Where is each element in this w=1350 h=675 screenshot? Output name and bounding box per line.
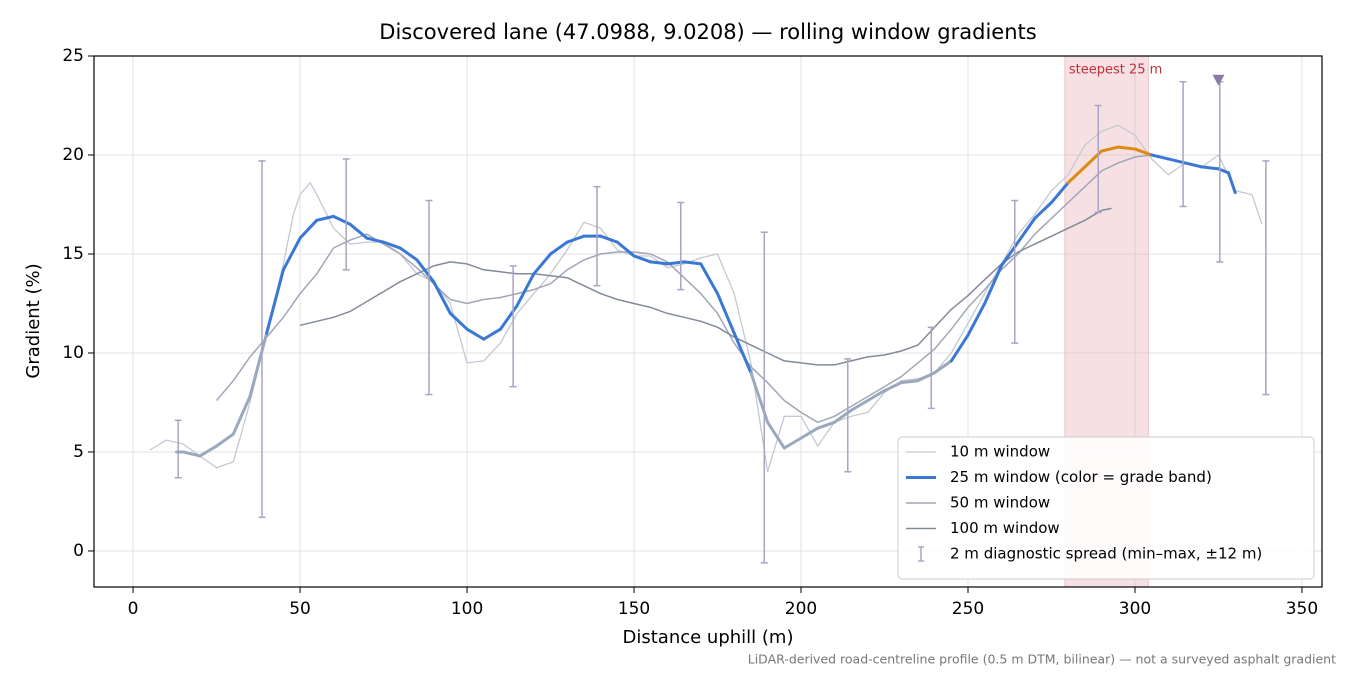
line-segment [816,420,836,430]
legend-label: 25 m window (color = grade band) [950,468,1212,486]
line-segment [1133,147,1154,157]
chart-title: Discovered lane (47.0988, 9.0208) — roll… [379,20,1036,44]
line-segment [1226,171,1237,195]
line-segment [649,260,669,266]
y-tick-label: 5 [73,442,84,462]
legend-box [897,436,1315,580]
line-segment [599,234,619,244]
legend-label: 10 m window [950,443,1050,461]
line-segment [682,260,703,266]
line-segment [565,234,586,244]
line-segment [365,236,386,244]
line-segment [415,258,436,284]
legend-label: 50 m window [950,494,1050,512]
line-segment [248,331,269,399]
line-segment [949,333,970,363]
line-segment [448,311,469,331]
legend: 10 m window 25 m window (color = grade ba… [897,436,1315,580]
line-segment [549,240,569,256]
line-segment [215,432,235,448]
x-tick-label: 50 [289,599,311,619]
x-tick-label: 100 [451,599,483,619]
x-tick-label: 350 [1286,599,1318,619]
y-tick-label: 25 [62,46,84,66]
footnote: LiDAR-derived road-centreline profile (0… [748,652,1336,667]
y-tick-label: 15 [62,244,84,264]
line-segment [1049,181,1070,205]
line-segment [849,398,870,412]
line-segment [866,389,887,402]
line-segment [1066,165,1087,185]
x-tick-label: 0 [128,599,139,619]
y-axis-label: Gradient (%) [23,263,44,378]
line-segment [498,303,519,331]
line-segment [699,262,720,296]
series-line [216,154,1152,424]
line-segment [1150,153,1170,161]
line-segment [331,214,352,226]
x-tick-label: 150 [618,599,650,619]
line-segment [782,436,803,450]
line-segment [632,254,653,264]
line-segment [1016,216,1037,244]
series-line [299,207,1112,366]
x-tick-label: 200 [785,599,817,619]
legend-label: 100 m window [950,519,1060,537]
line-segment [398,246,419,262]
line-segment [883,381,903,393]
line-segment [916,371,937,383]
line-segment [465,327,486,341]
line-segment [799,426,820,440]
line-segment [966,301,987,337]
line-segment [265,268,285,335]
line-segment [1116,145,1137,151]
line-segment [348,222,369,240]
y-tick-label: 0 [73,541,84,561]
line-segment [382,240,402,250]
steepest-label: steepest 25 m [1069,63,1162,78]
series-line [149,124,1263,473]
line-segment [281,236,302,272]
line-segment [432,280,452,315]
plot-frame [93,55,1323,588]
line-segment [933,359,953,375]
line-segment [198,444,219,458]
x-tick-label: 250 [952,599,984,619]
line-segment [231,395,252,436]
line-segment [1183,161,1204,169]
line-segment [515,272,536,307]
line-segment [615,240,636,258]
line-segment [181,450,202,458]
x-tick-label: 300 [1119,599,1151,619]
line-segment [983,264,1003,305]
line-segment [1100,145,1120,153]
y-tick-label: 10 [62,343,84,363]
line-segment [532,252,553,276]
line-segment [298,218,319,240]
line-segment [665,260,686,266]
line-segment [1166,157,1187,165]
legend-label: 2 m diagnostic spread (min–max, ±12 m) [950,545,1262,563]
line-segment [899,379,920,385]
line-segment [1200,165,1220,171]
line-segment [1033,201,1053,220]
line-segment [482,327,502,341]
line-segment [732,331,753,375]
x-axis-label: Distance uphill (m) [623,627,794,648]
peak-marker [1212,74,1225,86]
y-tick-label: 20 [62,145,84,165]
line-segment [315,214,335,222]
line-segment [766,420,786,450]
line-segment [716,292,736,335]
